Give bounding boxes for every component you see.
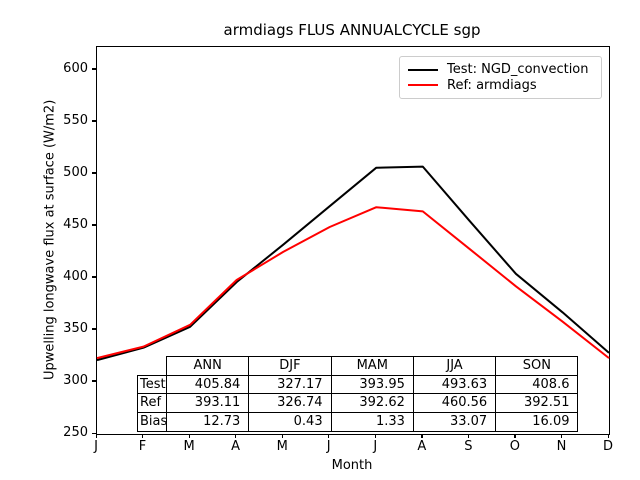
table-cell: 408.6 <box>495 374 579 395</box>
legend-item: Test: NGD_convection <box>408 62 593 78</box>
series-svg <box>96 165 610 362</box>
table-row-label: Test <box>137 374 167 395</box>
x-tick-label: J <box>94 439 98 454</box>
y-tick-mark <box>92 224 96 226</box>
legend-item: Ref: armdiags <box>408 78 593 94</box>
x-tick-label: D <box>602 439 613 454</box>
x-tick-label: N <box>556 439 567 454</box>
x-tick-label: F <box>138 439 147 454</box>
table-header-cell: ANN <box>166 356 250 376</box>
table-cell: 393.11 <box>166 393 250 414</box>
ref-line <box>96 206 610 360</box>
table-cell: 326.74 <box>248 393 332 414</box>
table-cell: 16.09 <box>495 412 579 432</box>
legend-line-sample <box>408 84 438 87</box>
y-tick-label: 250 <box>63 425 88 440</box>
x-tick-label: M <box>183 439 195 454</box>
legend-line-sample <box>408 68 438 71</box>
x-tick-label: M <box>276 439 288 454</box>
x-tick-mark <box>560 434 563 438</box>
x-tick-mark <box>514 434 516 438</box>
y-tick-mark <box>92 276 96 278</box>
table-header-cell: DJF <box>248 356 332 376</box>
y-tick-mark <box>92 432 96 434</box>
x-tick-mark <box>374 434 376 438</box>
y-tick-label: 300 <box>63 372 88 388</box>
table-header-cell: SON <box>495 356 579 376</box>
y-tick-label: 450 <box>63 216 88 232</box>
table-cell: 493.63 <box>412 374 497 395</box>
chart-title: armdiags FLUS ANNUALCYCLE sgp <box>223 21 481 39</box>
y-tick-mark <box>92 68 96 70</box>
y-tick-label: 400 <box>63 268 88 284</box>
x-tick-mark <box>328 434 330 438</box>
x-tick-mark <box>607 434 609 438</box>
x-tick-mark <box>142 434 144 438</box>
table-header-cell: JJA <box>412 356 497 376</box>
x-tick-label: A <box>231 439 241 454</box>
x-tick-mark <box>467 434 470 438</box>
x-tick-mark <box>95 434 97 438</box>
y-tick-label: 600 <box>63 60 88 76</box>
table-cell: 33.07 <box>412 412 497 432</box>
table-cell: 327.17 <box>248 374 332 395</box>
x-tick-mark <box>235 434 237 438</box>
x-tick-label: J <box>326 439 331 454</box>
table-cell: 0.43 <box>248 412 332 432</box>
x-tick-label: J <box>373 439 378 454</box>
y-tick-mark <box>92 120 96 122</box>
legend-label: Ref: armdiags <box>447 77 537 93</box>
table-cell: 392.62 <box>330 393 414 414</box>
table-cell: 460.56 <box>412 393 497 414</box>
x-tick-mark <box>188 434 190 438</box>
y-tick-mark <box>92 380 96 382</box>
table-cell: 12.73 <box>166 412 250 432</box>
table-cell: 393.95 <box>330 374 414 395</box>
x-tick-label: A <box>417 439 427 454</box>
x-tick-label: S <box>464 439 473 454</box>
table-row-label: Bias <box>137 412 167 432</box>
y-tick-mark <box>92 328 96 330</box>
table-cell: 405.84 <box>166 374 250 395</box>
table-cell: 392.51 <box>495 393 579 414</box>
y-tick-label: 350 <box>63 320 88 336</box>
x-tick-mark <box>281 434 283 438</box>
x-tick-label: O <box>509 439 521 454</box>
legend-label: Test: NGD_convection <box>447 62 589 78</box>
table-row-label: Ref <box>137 393 167 414</box>
y-tick-label: 500 <box>63 164 88 180</box>
table-header-cell: MAM <box>330 356 414 376</box>
y-tick-mark <box>92 172 96 174</box>
x-tick-mark <box>421 434 423 438</box>
legend: Test: NGD_convection Ref: armdiags <box>399 56 602 99</box>
test-line <box>96 165 610 362</box>
x-axis-label: Month <box>331 458 373 473</box>
y-tick-label: 550 <box>63 112 88 128</box>
table-cell: 1.33 <box>330 412 414 432</box>
